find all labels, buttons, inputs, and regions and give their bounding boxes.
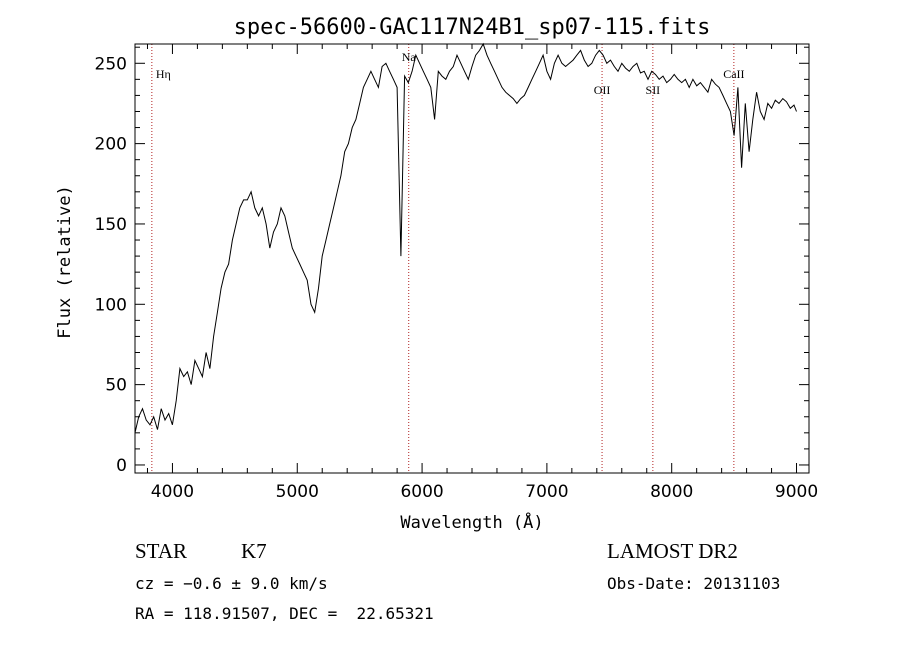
y-tick-label: 200 (95, 135, 127, 155)
observation-date: Obs-Date: 20131103 (607, 574, 781, 593)
y-axis-ticks: 0 50 100 150 200 250 (95, 46, 809, 476)
x-axis-ticks: 4000 5000 6000 7000 8000 9000 (146, 44, 818, 502)
plot-frame (134, 43, 810, 474)
y-axis-label: Flux (relative) (55, 185, 75, 339)
x-tick-label: 7000 (525, 482, 568, 502)
spectral-line-label: CaII (723, 67, 744, 81)
y-tick-label: 0 (116, 456, 127, 476)
survey-name: LAMOST DR2 (607, 539, 738, 563)
object-class: STAR (135, 539, 187, 563)
redshift-info: cz = −0.6 ± 9.0 km/s (135, 574, 328, 593)
spectral-line-label: SII (646, 83, 661, 97)
y-tick-label: 100 (95, 295, 127, 315)
spectral-line-label: OII (594, 83, 611, 97)
x-tick-label: 6000 (400, 482, 443, 502)
x-tick-label: 4000 (151, 482, 194, 502)
spectral-line-label: Hη (156, 67, 171, 81)
x-axis-label: Wavelength (Å) (400, 511, 543, 533)
coordinates: RA = 118.91507, DEC = 22.65321 (135, 604, 434, 623)
x-tick-label: 8000 (650, 482, 693, 502)
chart-title: spec-56600-GAC117N24B1_sp07-115.fits (234, 15, 711, 40)
y-tick-label: 250 (95, 54, 127, 74)
x-tick-label: 9000 (775, 482, 818, 502)
y-tick-label: 50 (105, 376, 127, 396)
spectrum-trace (134, 42, 797, 433)
object-subclass: K7 (241, 539, 267, 563)
y-tick-label: 150 (95, 215, 127, 235)
spectral-line-markers: Hη Na OII SII CaII (151, 44, 745, 473)
spectral-line-label: Na (402, 50, 417, 64)
x-tick-label: 5000 (276, 482, 319, 502)
